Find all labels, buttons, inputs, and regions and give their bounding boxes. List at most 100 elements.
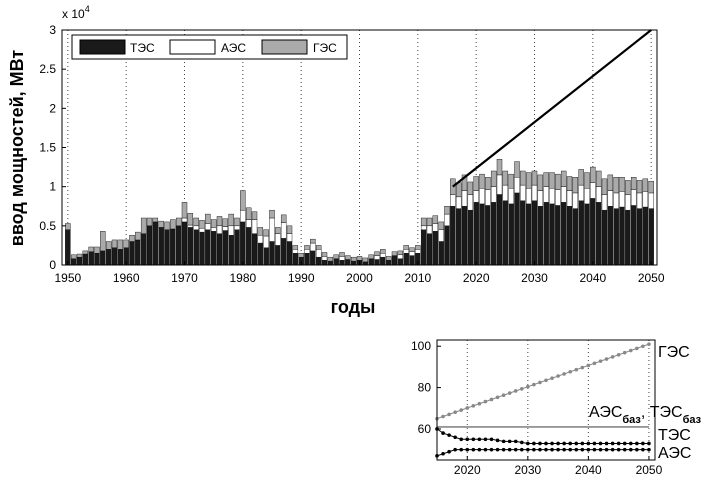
bar-ГЭС-2042 [601, 178, 608, 195]
bar-ГЭС-1972 [193, 217, 199, 227]
inset-marker-3-2016 [441, 451, 445, 456]
legend-label-ges: ГЭС [313, 41, 337, 55]
inset-marker-3-2026 [501, 447, 506, 452]
bar-ТЭС-2041 [595, 202, 602, 266]
bar-АЭС-1989 [292, 249, 299, 254]
bar-ТЭС-2040 [590, 198, 596, 266]
inset-marker-0-2050 [647, 342, 651, 346]
bar-ТЭС-2042 [601, 209, 608, 266]
x-tick-label-1990: 1990 [288, 271, 315, 285]
inset-marker-3-2020 [465, 447, 470, 452]
bar-ГЭС-1981 [245, 207, 252, 220]
inset-x-tick-label-2030: 2030 [514, 463, 541, 477]
inset-marker-2-2023 [483, 437, 488, 442]
bar-ТЭС-1984 [263, 247, 269, 266]
bar-ГЭС-2005 [385, 256, 392, 261]
bar-ТЭС-1962 [135, 239, 141, 266]
bar-ТЭС-1977 [222, 230, 229, 266]
inset-marker-0-2022 [477, 401, 482, 406]
bar-ТЭС-1972 [193, 229, 199, 266]
bar-АЭС-2024 [496, 174, 503, 195]
bar-ТЭС-1994 [321, 260, 328, 266]
inset-marker-0-2044 [610, 355, 615, 359]
bar-ГЭС-1973 [199, 220, 205, 229]
inset-marker-3-2039 [580, 447, 585, 452]
bar-ГЭС-2049 [642, 178, 649, 192]
bar-ГЭС-2050 [648, 180, 654, 194]
inset-marker-3-2023 [483, 447, 488, 452]
bar-АЭС-2030 [531, 184, 538, 201]
inset-marker-0-2047 [628, 348, 633, 353]
bar-ТЭС-2019 [467, 209, 474, 266]
bar-ГЭС-1992 [310, 238, 316, 244]
bar-ТЭС-2017 [455, 208, 462, 266]
inset-marker-3-2031 [532, 447, 536, 452]
y-tick-label-0: 0 [49, 258, 56, 272]
inset-marker-3-2021 [471, 447, 476, 452]
inset-marker-2-2030 [526, 441, 530, 446]
bar-ТЭС-1998 [345, 259, 351, 266]
bar-АЭС-2046 [625, 194, 631, 211]
bar-АЭС-1972 [193, 225, 199, 230]
bar-ГЭС-2032 [543, 172, 549, 187]
inset-marker-3-2019 [459, 447, 464, 452]
x-tick-label-1950: 1950 [54, 271, 81, 285]
bar-ГЭС-2007 [397, 250, 404, 256]
inset-marker-3-2042 [598, 447, 603, 452]
bar-ГЭС-2035 [560, 170, 567, 187]
bar-АЭС-2035 [560, 186, 567, 203]
bar-ГЭС-2000 [356, 256, 363, 261]
bar-АЭС-2048 [636, 192, 643, 209]
inset-marker-0-2029 [519, 387, 524, 391]
bar-ГЭС-2017 [455, 182, 462, 198]
bar-ГЭС-1967 [164, 221, 170, 230]
bar-ТЭС-2043 [607, 206, 614, 266]
inset-marker-3-2043 [604, 447, 609, 452]
bar-ТЭС-1954 [88, 251, 94, 266]
inset-marker-0-2020 [465, 406, 470, 410]
bar-АЭС-1970 [181, 217, 188, 223]
bar-ТЭС-1968 [170, 228, 176, 266]
inset-line-2 [436, 428, 649, 444]
bar-ТЭС-1978 [228, 235, 234, 266]
bar-ГЭС-2027 [514, 161, 520, 178]
bar-ГЭС-2008 [403, 245, 409, 250]
bar-АЭС-2011 [420, 225, 427, 230]
bar-ТЭС-1980 [240, 221, 246, 266]
inset-marker-2-2044 [610, 441, 615, 446]
bar-ТЭС-2037 [572, 208, 579, 266]
bar-ГЭС-2034 [555, 173, 561, 190]
bar-ТЭС-1950 [65, 229, 71, 266]
bar-ТЭС-2004 [380, 256, 386, 266]
bar-ТЭС-2035 [560, 202, 567, 266]
bar-АЭС-2008 [403, 249, 409, 254]
bar-ГЭС-2045 [619, 177, 625, 192]
bar-АЭС-1983 [257, 235, 264, 244]
bar-АЭС-2029 [525, 188, 532, 205]
bar-АЭС-1973 [199, 227, 205, 233]
legend: ТЭС АЭС ГЭС [71, 34, 348, 60]
legend-swatch-aes [169, 39, 216, 55]
bar-АЭС-1987 [280, 222, 287, 239]
bar-ГЭС-1991 [304, 245, 310, 250]
legend-label-tes: ТЭС [130, 41, 155, 55]
bar-ГЭС-2011 [420, 217, 427, 227]
inset-x-tick-label-2050: 2050 [636, 463, 663, 477]
bar-АЭС-2021 [479, 188, 485, 205]
inset-marker-3-2032 [538, 447, 542, 452]
bar-ТЭС-1986 [275, 245, 281, 266]
bar-ТЭС-1992 [310, 250, 316, 266]
y-tick-label-1: 1 [49, 180, 56, 194]
bar-АЭС-2042 [601, 194, 608, 211]
bar-ГЭС-1964 [146, 217, 153, 227]
bar-АЭС-2031 [537, 190, 544, 207]
inset-marker-3-2030 [526, 447, 530, 452]
inset-marker-0-2018 [453, 410, 457, 415]
bar-ГЭС-1970 [181, 202, 188, 219]
y-tick-label-1.5: 1.5 [39, 141, 56, 155]
inset-marker-0-2045 [616, 352, 621, 357]
inset-marker-2-2019 [459, 437, 464, 442]
bar-ТЭС-1964 [146, 225, 153, 266]
bar-АЭС-2014 [438, 229, 444, 242]
